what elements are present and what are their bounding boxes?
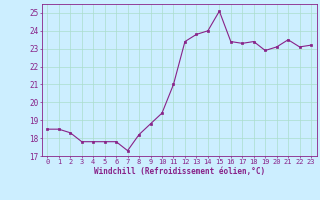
X-axis label: Windchill (Refroidissement éolien,°C): Windchill (Refroidissement éolien,°C)	[94, 167, 265, 176]
